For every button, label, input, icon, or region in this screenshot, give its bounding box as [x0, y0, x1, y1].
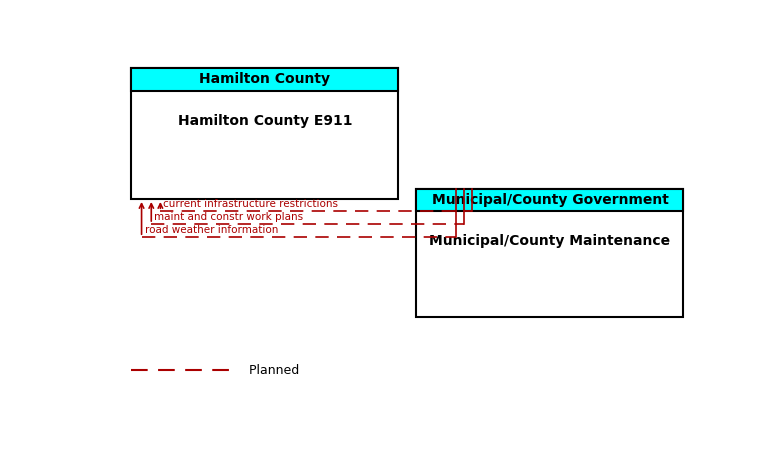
Text: Hamilton County: Hamilton County	[199, 72, 330, 86]
Bar	[417, 189, 684, 211]
Text: current infrastructure restrictions: current infrastructure restrictions	[164, 199, 338, 209]
Text: Municipal/County Government: Municipal/County Government	[431, 193, 669, 207]
Text: maint and constr work plans: maint and constr work plans	[154, 212, 304, 222]
Text: Planned: Planned	[237, 364, 300, 377]
Text: Municipal/County Maintenance: Municipal/County Maintenance	[429, 233, 670, 248]
Bar	[132, 68, 399, 199]
Bar	[417, 189, 684, 317]
Text: Hamilton County E911: Hamilton County E911	[178, 114, 352, 128]
Bar	[132, 68, 399, 91]
Text: road weather information: road weather information	[145, 225, 278, 235]
